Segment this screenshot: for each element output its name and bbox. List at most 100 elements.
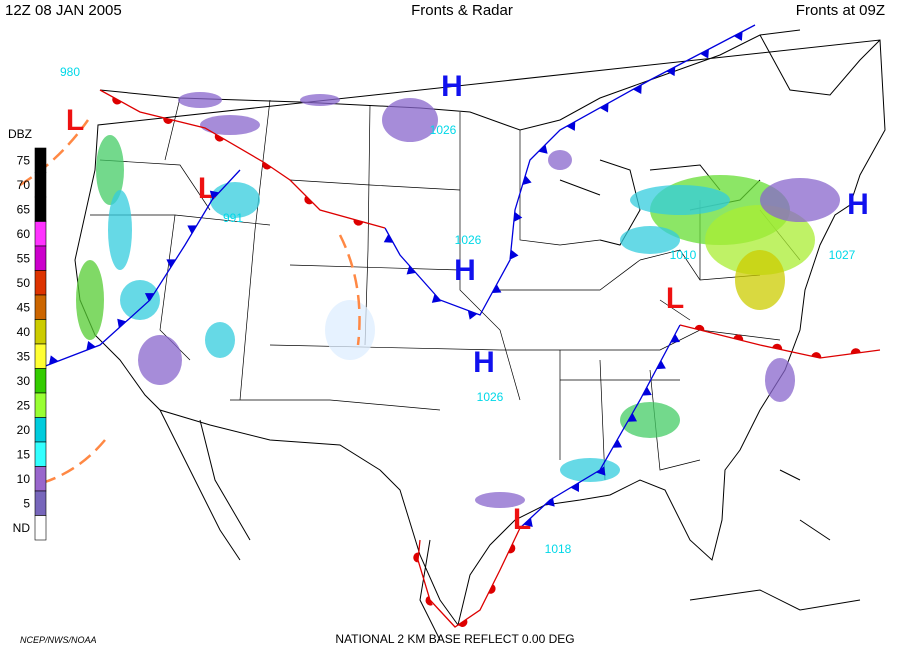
legend-label: 20: [17, 423, 31, 437]
pressure-value: 1027: [829, 248, 856, 262]
legend-swatch: [34, 441, 47, 467]
front-semicircle: [353, 219, 364, 226]
front-symbol: [262, 161, 272, 170]
radar-echo: [96, 135, 124, 205]
radar-echo: [548, 150, 572, 170]
front-symbol: [86, 340, 96, 351]
radar-echoes: [76, 92, 840, 508]
front-semicircle: [733, 334, 744, 341]
legend-label: 10: [17, 472, 31, 486]
radar-echo: [205, 322, 235, 358]
radar-echo: [108, 190, 132, 270]
front-symbol: [566, 121, 576, 131]
radar-echo: [200, 115, 260, 135]
front-semicircle: [508, 543, 516, 554]
front-symbol: [666, 66, 676, 77]
front-symbol: [510, 249, 519, 260]
legend-swatch: [34, 221, 47, 247]
radar-echo: [475, 492, 525, 508]
front-triangle: [700, 49, 709, 59]
legend-swatch: [34, 319, 47, 345]
front-triangle: [522, 175, 532, 185]
front-triangle: [566, 121, 576, 131]
legend-label: 75: [17, 153, 31, 167]
legend-swatch: [34, 466, 47, 492]
front-semicircle: [214, 134, 225, 142]
pressure-symbol: L: [513, 503, 531, 536]
legend-label: 40: [17, 325, 31, 339]
front-triangle: [523, 517, 533, 528]
front-symbol: [656, 360, 666, 370]
front-triangle: [117, 318, 127, 329]
front-symbol: [304, 195, 313, 205]
front-triangle: [733, 31, 743, 41]
front-symbol: [632, 84, 642, 95]
front-symbol: [117, 318, 127, 329]
legend-swatch: [34, 343, 47, 369]
front-triangle: [627, 413, 638, 422]
legend-label: 5: [23, 496, 30, 510]
header-title: Fronts & Radar: [411, 2, 513, 19]
legend-label: 65: [17, 202, 31, 216]
front-symbol: [508, 543, 516, 554]
front-triangle: [491, 284, 502, 294]
front-symbol: [700, 49, 709, 59]
front-symbol: [163, 117, 174, 124]
front-semicircle: [850, 348, 861, 354]
front-triangle: [642, 386, 652, 396]
legend-swatch: [34, 490, 47, 516]
header-time: 12Z 08 JAN 2005: [5, 2, 122, 19]
front-semicircle: [694, 324, 705, 332]
front-symbol: [431, 293, 442, 303]
front-symbol: [522, 175, 532, 185]
legend-label: 50: [17, 276, 31, 290]
legend-swatch: [34, 270, 47, 296]
legend-swatch: [34, 515, 47, 541]
front-symbol: [545, 497, 555, 507]
pressure-value: 991: [223, 211, 243, 225]
front-triangle: [656, 360, 666, 370]
legend-label: 35: [17, 349, 31, 363]
pressure-value: 1010: [670, 248, 697, 262]
front-triangle: [510, 249, 519, 260]
radar-echo: [325, 300, 375, 360]
legend-swatch: [34, 294, 47, 320]
legend-swatch: [34, 196, 47, 222]
front-symbol: [458, 619, 468, 627]
front-semicircle: [425, 596, 433, 606]
front-symbol: [523, 517, 533, 528]
front-triangle: [632, 84, 642, 95]
footer-credit: NCEP/NWS/NOAA: [20, 635, 97, 645]
legend-label: ND: [13, 521, 31, 535]
front-symbol: [214, 134, 225, 142]
front-triangle: [86, 340, 96, 351]
front-symbol: [733, 31, 743, 41]
legend-swatch: [34, 392, 47, 418]
front-triangle: [596, 466, 606, 476]
legend-label: 45: [17, 300, 31, 314]
front-triangle: [666, 66, 676, 77]
radar-echo: [735, 250, 785, 310]
front-semicircle: [772, 343, 783, 350]
radar-echo: [760, 178, 840, 222]
front-symbol: [406, 265, 416, 275]
pressure-symbol: L: [666, 282, 684, 315]
front-symbol: [513, 211, 523, 222]
front-symbol: [49, 355, 59, 365]
radar-echo: [76, 260, 104, 340]
legend-label: 30: [17, 374, 31, 388]
radar-echo: [560, 458, 620, 482]
front-symbol: [670, 333, 681, 343]
front-triangle: [49, 355, 59, 365]
front-symbol: [694, 324, 705, 332]
pressure-symbol: L: [66, 104, 84, 137]
front-symbol: [187, 225, 197, 234]
front-symbol: [353, 219, 364, 226]
front-semicircle: [488, 584, 496, 594]
front-semicircle: [112, 97, 122, 105]
radar-echo: [620, 402, 680, 438]
front-symbol: [642, 386, 652, 396]
front-triangle: [513, 211, 523, 222]
footer-product: NATIONAL 2 KM BASE REFLECT 0.00 DEG: [335, 632, 574, 646]
pressure-value: 980: [60, 65, 80, 79]
